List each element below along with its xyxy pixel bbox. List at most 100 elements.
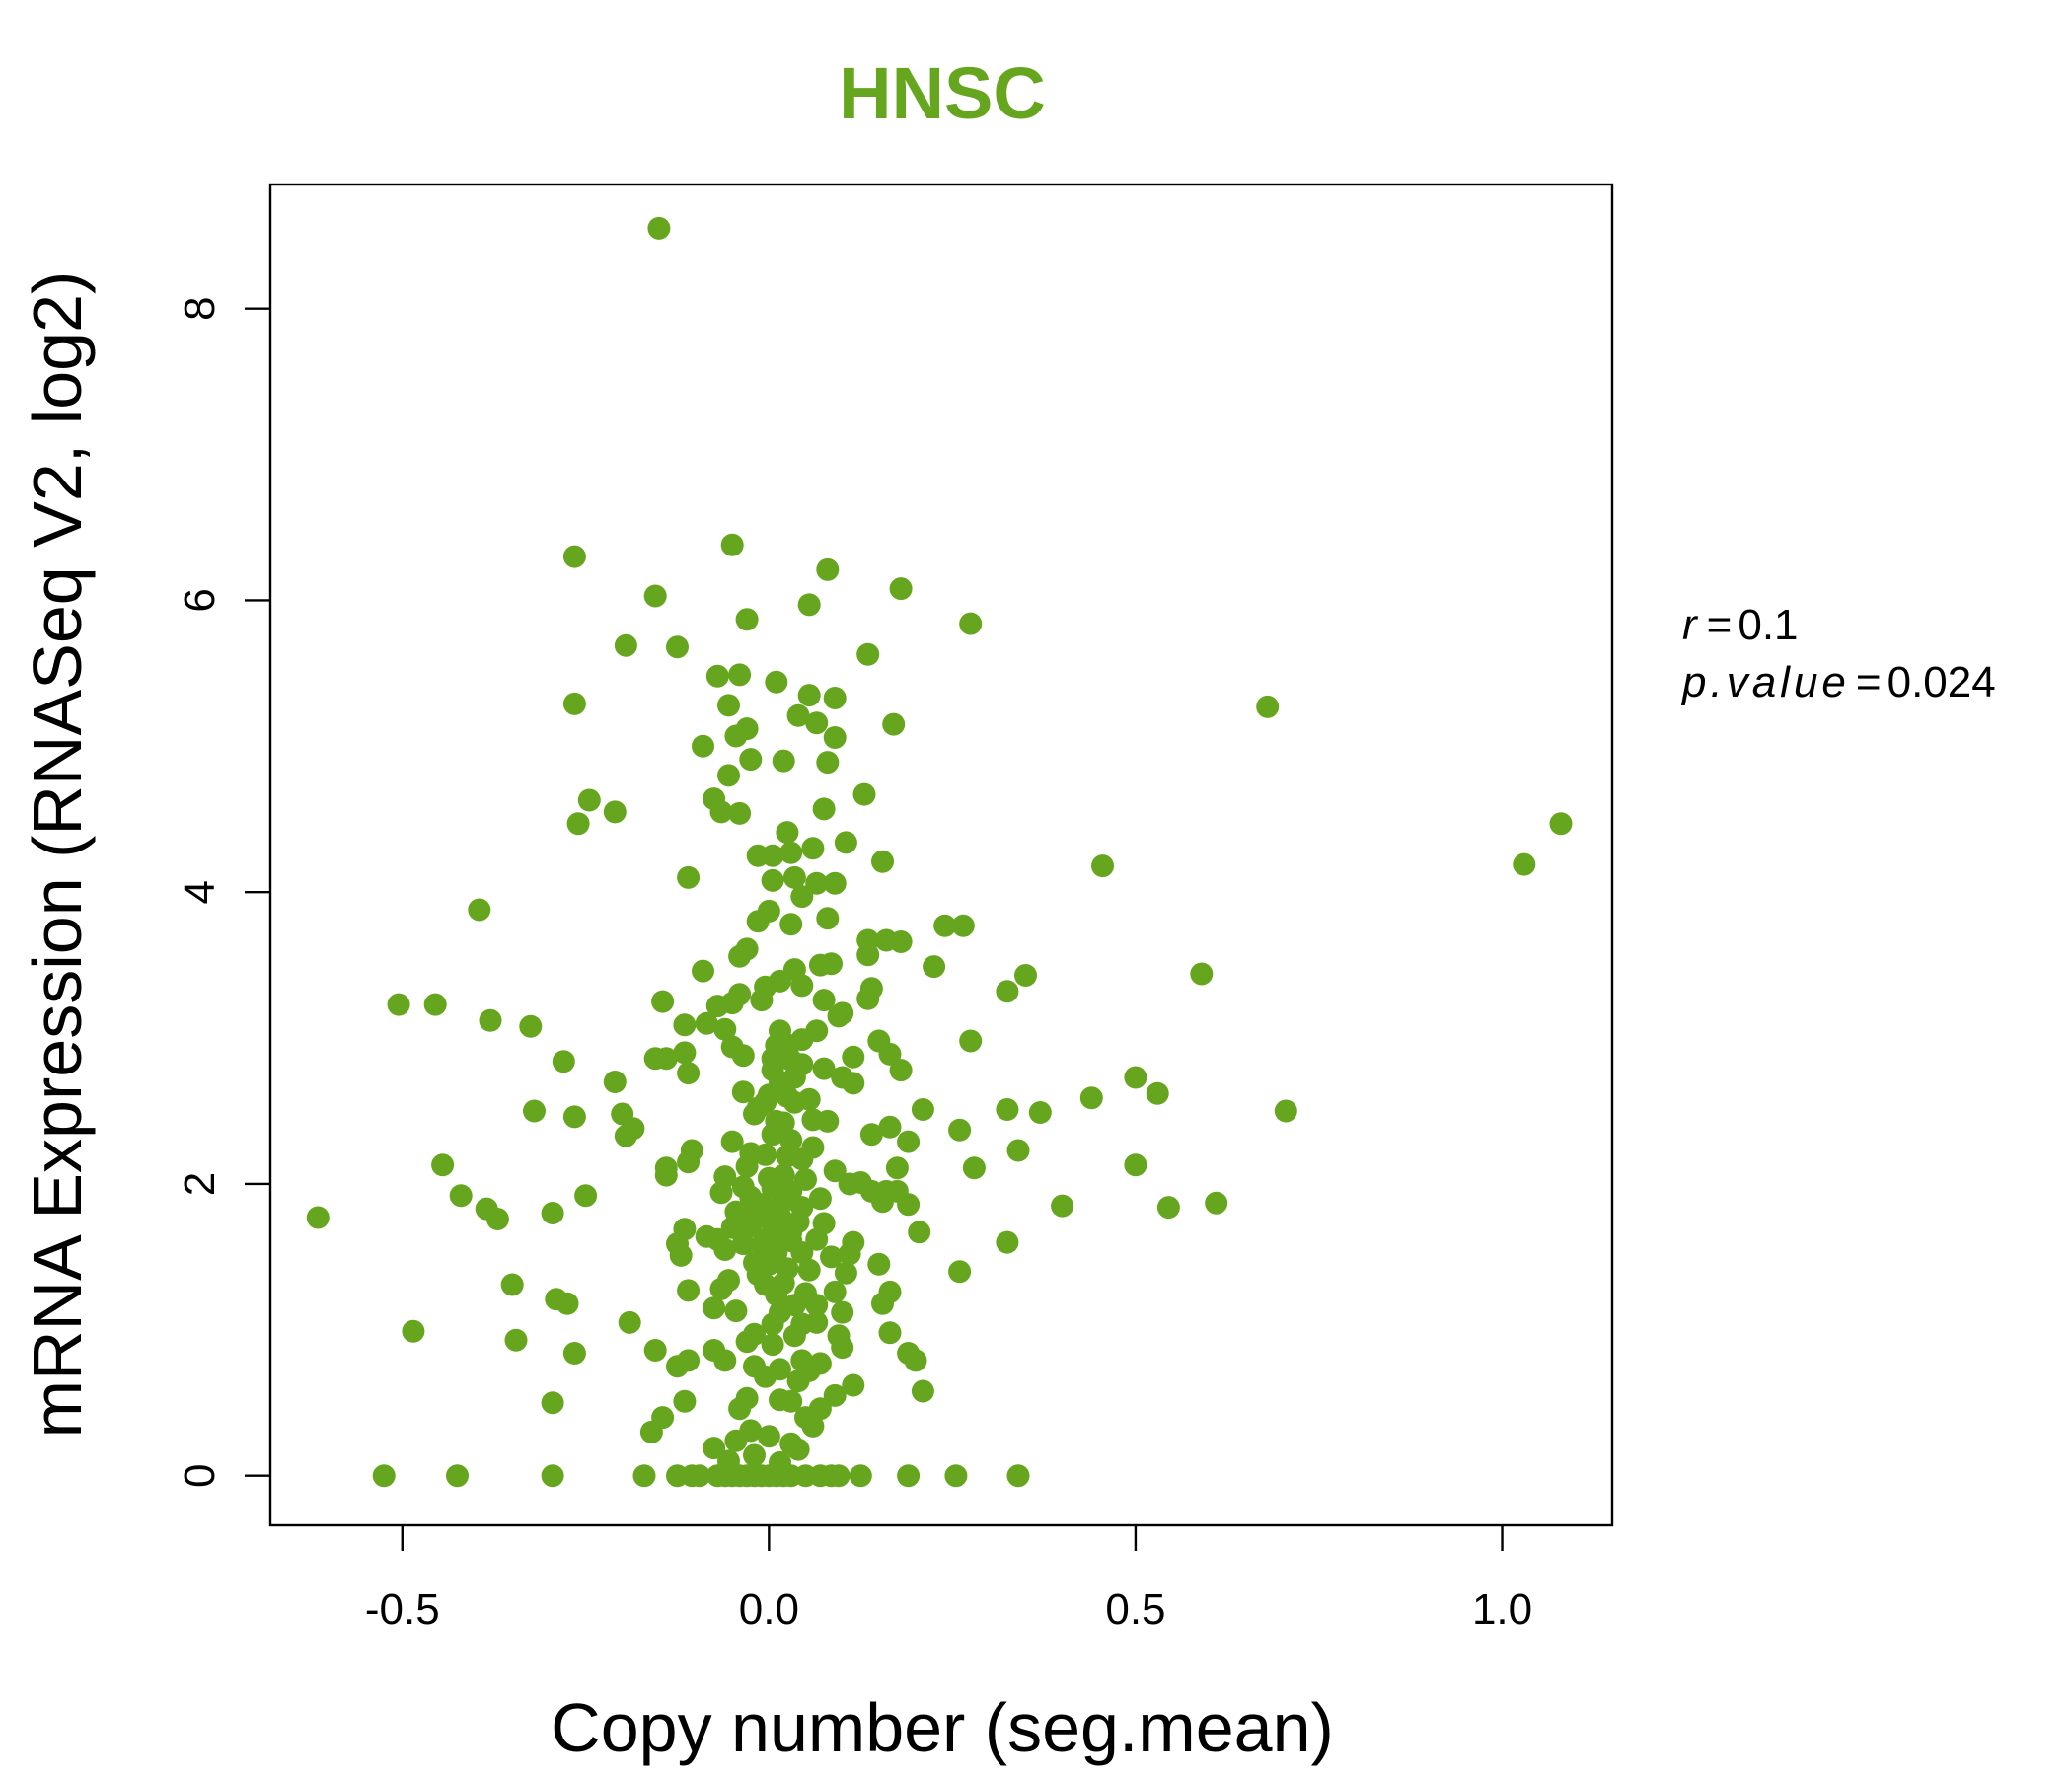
data-point [695, 1011, 718, 1035]
data-point [713, 1238, 737, 1261]
data-point [923, 955, 946, 979]
data-point [541, 1464, 564, 1488]
data-point [614, 1124, 637, 1147]
data-point [479, 1008, 502, 1032]
data-point [720, 992, 744, 1015]
data-point [834, 831, 857, 854]
data-point [731, 1232, 755, 1256]
data-point [603, 1071, 627, 1093]
y-tick-label: 2 [176, 1172, 224, 1196]
data-point [669, 1243, 693, 1267]
data-point [306, 1206, 330, 1229]
data-point [897, 1464, 921, 1488]
data-point [878, 1042, 902, 1066]
data-point [728, 663, 752, 687]
plot-frame [268, 183, 1614, 1527]
data-point [1124, 1153, 1147, 1177]
data-point [603, 800, 627, 824]
pvalue-annotation: p.value = 0.024 [1680, 658, 1996, 706]
pvalue-value: 0.024 [1887, 658, 1996, 706]
data-point [673, 1389, 697, 1413]
data-point [959, 1029, 983, 1053]
data-point [709, 1277, 733, 1300]
data-point [735, 937, 759, 961]
data-point [1274, 1099, 1297, 1123]
data-point [856, 642, 880, 666]
data-point [750, 989, 774, 1012]
data-point [423, 993, 447, 1016]
data-point [805, 711, 829, 735]
x-axis-label: Copy number (seg.mean) [551, 1689, 1334, 1766]
data-point [720, 1130, 744, 1153]
data-point [786, 703, 810, 727]
x-tick-label: 0.0 [739, 1586, 799, 1634]
data-point [372, 1464, 396, 1488]
data-point [566, 812, 590, 836]
data-point [1156, 1196, 1180, 1220]
data-point [713, 1017, 737, 1041]
data-point [996, 980, 1019, 1003]
data-point [739, 1185, 763, 1209]
data-point [1205, 1191, 1228, 1215]
data-point [852, 782, 876, 806]
pvalue-label: p.value [1680, 658, 1850, 706]
data-point [562, 1105, 586, 1129]
data-point [820, 952, 843, 976]
data-point [724, 1299, 748, 1323]
data-point [735, 608, 759, 631]
data-point [816, 557, 840, 581]
data-point [948, 1118, 972, 1142]
data-point [889, 930, 913, 953]
y-tick-label: 6 [176, 588, 224, 612]
data-point [728, 1397, 752, 1421]
data-point [867, 1252, 891, 1276]
data-point [703, 1437, 726, 1460]
data-point [776, 821, 799, 845]
data-point [562, 545, 586, 568]
data-point [673, 1041, 697, 1065]
data-point [790, 1053, 814, 1076]
data-point [779, 1229, 803, 1253]
data-point [1028, 1101, 1052, 1124]
data-point [402, 1319, 425, 1343]
data-point [823, 871, 847, 895]
data-point [765, 1199, 788, 1222]
r-label: r [1682, 601, 1699, 649]
data-point [878, 1321, 902, 1345]
data-point [728, 801, 752, 825]
data-point [1146, 1081, 1169, 1105]
data-point [717, 764, 740, 787]
data-point [757, 1166, 780, 1190]
data-point [703, 1296, 726, 1320]
data-point [1256, 695, 1280, 718]
data-point [754, 1365, 777, 1388]
data-point [1014, 964, 1037, 987]
data-point [754, 1090, 777, 1114]
data-point [812, 797, 836, 821]
data-point [951, 914, 975, 937]
data-point [761, 1333, 784, 1357]
data-point [504, 1328, 528, 1352]
data-point [555, 1292, 579, 1315]
data-point [816, 907, 840, 930]
data-point [801, 1414, 825, 1438]
data-point [449, 1184, 473, 1208]
data-point [856, 943, 880, 967]
data-point [731, 1044, 755, 1068]
data-point [720, 533, 744, 556]
data-point [805, 1294, 829, 1317]
data-point [959, 612, 983, 635]
data-point [639, 1420, 663, 1443]
data-point [772, 1111, 795, 1135]
x-tick-label: -0.5 [365, 1586, 440, 1634]
data-point [889, 577, 913, 601]
data-point [823, 1383, 847, 1407]
data-point [871, 850, 894, 873]
y-tick-label: 0 [176, 1463, 224, 1487]
data-point [786, 1369, 810, 1393]
data-point [831, 1001, 854, 1025]
data-point [717, 694, 740, 717]
data-point [911, 1379, 934, 1403]
data-point [782, 865, 806, 889]
